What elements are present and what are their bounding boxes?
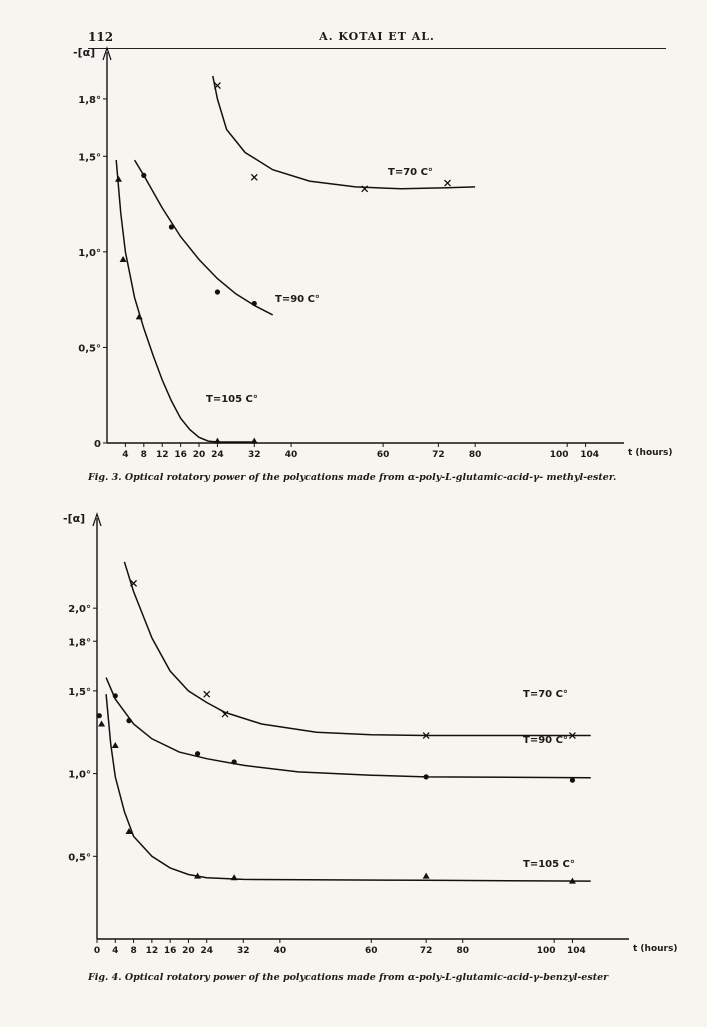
series-label: T=70 C° <box>523 689 568 700</box>
x-tick-label: 40 <box>285 450 298 460</box>
x-axis-label: t (hours) <box>628 448 672 458</box>
data-point-triangle <box>111 741 119 748</box>
data-point-circle <box>141 172 147 178</box>
series-curve-1 <box>123 561 591 737</box>
data-point-x <box>444 179 451 187</box>
y-tick-label: 1,8° <box>68 637 91 648</box>
y-tick-label: 1,0° <box>68 770 91 781</box>
x-tick-label: 104 <box>567 946 586 956</box>
data-point-triangle <box>125 827 133 834</box>
data-point-circle <box>214 289 221 295</box>
x-tick-label: 100 <box>537 946 556 956</box>
x-tick-label: 72 <box>420 946 433 956</box>
figure-4-caption: Fig. 4. Optical rotatory power of the po… <box>88 972 609 983</box>
data-point-triangle <box>250 437 258 444</box>
data-point-x <box>203 690 211 698</box>
x-tick-label: 100 <box>550 450 569 460</box>
data-point-triangle <box>135 313 143 320</box>
data-point-x <box>422 732 430 739</box>
series-curve-2 <box>105 677 591 779</box>
x-tick-label: 12 <box>156 450 169 460</box>
data-point-triangle <box>115 175 123 182</box>
figure-4-chart: -[α] t (hours) 0 4 8 12 16 20 24 32 40 60 72 80 100 104… <box>63 512 677 956</box>
x-tick-label: 60 <box>365 946 378 956</box>
series-curve-1 <box>212 75 476 190</box>
x-tick-label: 16 <box>174 450 187 460</box>
y-tick-label: 0,5° <box>78 343 101 354</box>
data-point-circle <box>251 300 257 307</box>
data-point-x <box>568 732 576 739</box>
series-curve-2 <box>133 159 274 316</box>
y-tick-label: 0,5° <box>68 852 91 863</box>
series-curve-3 <box>105 694 591 882</box>
x-tick-label: 32 <box>248 450 261 460</box>
data-point-circle <box>96 713 102 719</box>
data-point-circle <box>194 751 201 757</box>
x-axis-label: t (hours) <box>633 944 677 954</box>
series-label: T=90 C° <box>275 294 320 305</box>
y-tick-label: 2,0° <box>68 604 91 615</box>
x-tick-label: 8 <box>141 450 147 460</box>
x-tick-label: 0 <box>94 946 100 956</box>
data-point-triangle <box>119 256 127 262</box>
running-title: A. KOTAI ET AL. <box>319 30 435 43</box>
data-point-circle <box>168 224 175 230</box>
x-tick-label: 24 <box>211 450 224 460</box>
data-point-circle <box>112 693 118 699</box>
data-point-circle <box>423 774 429 780</box>
data-point-x <box>361 185 369 193</box>
x-tick-label: 8 <box>130 946 136 956</box>
series-label: T=105 C° <box>523 859 575 870</box>
x-tick-label: 20 <box>193 450 206 460</box>
data-point-x <box>130 579 138 587</box>
data-point-circle <box>126 718 132 724</box>
y-tick-label: 1,8° <box>78 95 101 106</box>
x-tick-label: 4 <box>122 450 128 460</box>
data-point-circle <box>569 777 576 783</box>
figure-3-caption: Fig. 3. Optical rotatory power of the po… <box>88 472 617 483</box>
series-curve-3 <box>115 160 255 443</box>
data-point-triangle <box>568 877 576 884</box>
y-tick-label: 1,5° <box>68 687 91 698</box>
series-label: T=70 C° <box>388 167 433 178</box>
data-point-triangle <box>213 437 221 444</box>
y-axis-label: -[α] <box>63 512 85 525</box>
x-tick-label: 20 <box>182 946 195 956</box>
x-tick-label: 104 <box>580 450 599 460</box>
series-label: T=90 C° <box>523 735 568 746</box>
data-point-triangle <box>422 872 430 879</box>
x-tick-label: 80 <box>456 946 469 956</box>
data-point-triangle <box>98 720 106 727</box>
page-number: 112 <box>88 30 114 44</box>
x-tick-label: 60 <box>377 450 390 460</box>
data-point-triangle <box>194 872 202 879</box>
data-point-x <box>213 82 221 90</box>
y-tick-label: 0 <box>94 439 101 450</box>
data-point-triangle <box>230 874 238 881</box>
series-label: T=105 C° <box>206 394 258 405</box>
figure-3-chart: -[α] t (hours) 4 8 12 16 20 24 32 40 60 72 80 100 104 0… <box>73 46 672 460</box>
data-point-circle <box>231 759 237 765</box>
x-tick-label: 24 <box>200 946 213 956</box>
x-tick-label: 4 <box>112 946 118 956</box>
x-tick-label: 16 <box>164 946 177 956</box>
x-tick-label: 72 <box>432 450 445 460</box>
y-axis-arrow <box>92 512 102 527</box>
y-axis-arrow <box>102 46 112 61</box>
y-tick-label: 1,0° <box>78 248 101 259</box>
page-header: 112 A. KOTAI ET AL. <box>88 28 666 49</box>
data-point-x <box>250 173 258 181</box>
x-tick-label: 32 <box>237 946 250 956</box>
x-tick-label: 80 <box>469 450 482 460</box>
x-tick-label: 40 <box>274 946 287 956</box>
y-axis-label: -[α] <box>73 46 95 59</box>
data-point-x <box>221 710 229 718</box>
x-tick-label: 12 <box>146 946 159 956</box>
y-tick-label: 1,5° <box>78 152 101 163</box>
